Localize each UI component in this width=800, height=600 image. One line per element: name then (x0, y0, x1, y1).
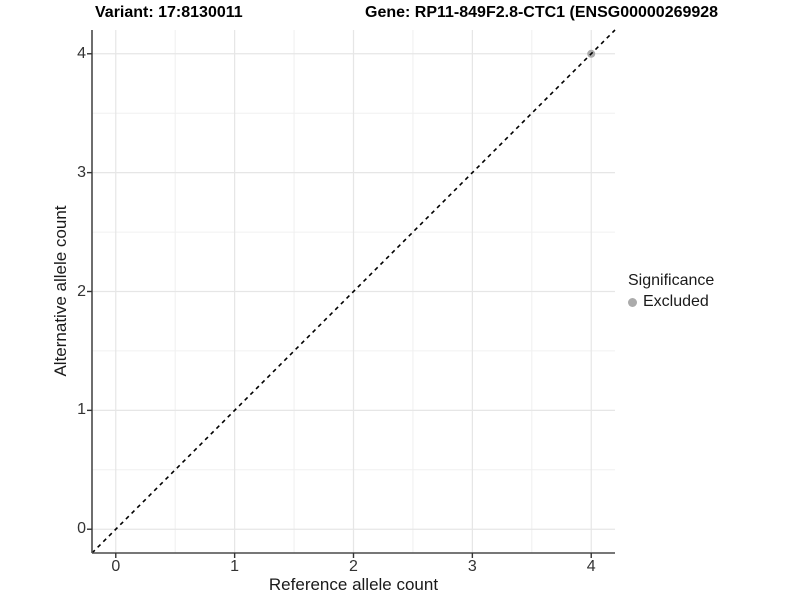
legend: Significance Excluded (628, 272, 714, 311)
legend-point-icon (628, 297, 637, 307)
legend-items: Excluded (628, 293, 714, 311)
legend-item: Excluded (628, 293, 714, 311)
identity-dashed-line (91, 29, 616, 554)
x-tick-label: 4 (586, 558, 596, 575)
x-tick-label: 1 (230, 558, 240, 575)
y-tick-label: 4 (77, 44, 86, 62)
x-tick-label: 0 (111, 558, 121, 575)
legend-item-label: Excluded (643, 293, 709, 310)
legend-title: Significance (628, 272, 715, 289)
y-tick-label: 2 (77, 282, 86, 300)
x-axis-title: Reference allele count (268, 575, 439, 594)
y-tick-label: 0 (77, 520, 86, 538)
x-tick-label: 2 (349, 558, 358, 575)
y-tick-label: 1 (77, 401, 86, 419)
variant-title: Variant: 17:8130011 (95, 4, 243, 21)
gene-title: Gene: RP11-849F2.8-CTC1 (ENSG00000269928 (365, 4, 719, 21)
y-tick-label: 3 (77, 163, 86, 181)
x-tick-label: 3 (467, 558, 477, 575)
y-axis-title: Alternative allele count (51, 205, 70, 377)
